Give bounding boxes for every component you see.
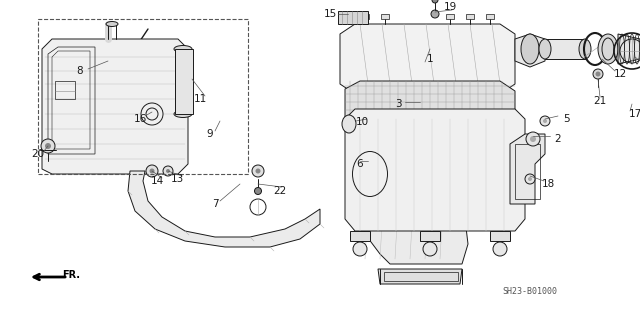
Ellipse shape (101, 69, 129, 79)
Text: 20: 20 (31, 149, 45, 159)
Circle shape (595, 71, 600, 77)
Circle shape (543, 119, 547, 123)
Text: 22: 22 (273, 186, 287, 196)
Bar (55, 81, 75, 99)
Ellipse shape (151, 48, 165, 74)
Text: 8: 8 (77, 66, 83, 76)
Bar (361, 14, 369, 19)
Text: 12: 12 (613, 69, 627, 79)
Text: 9: 9 (207, 129, 213, 139)
Circle shape (431, 10, 439, 18)
Circle shape (593, 69, 603, 79)
Circle shape (493, 242, 507, 256)
Circle shape (423, 242, 437, 256)
Circle shape (141, 103, 163, 125)
Polygon shape (340, 24, 515, 94)
Bar (38, 19, 248, 174)
Text: 7: 7 (212, 199, 218, 209)
Text: 18: 18 (541, 179, 555, 189)
Bar (381, 14, 389, 19)
Polygon shape (42, 39, 188, 174)
Circle shape (45, 143, 51, 149)
Text: 11: 11 (193, 94, 207, 104)
Circle shape (146, 165, 158, 177)
Bar (486, 14, 494, 19)
Ellipse shape (174, 110, 192, 117)
Circle shape (432, 0, 438, 3)
Ellipse shape (579, 39, 591, 59)
Circle shape (150, 168, 154, 174)
Polygon shape (510, 134, 545, 204)
Ellipse shape (598, 34, 618, 64)
Text: SH23-B01000: SH23-B01000 (502, 286, 557, 295)
Circle shape (540, 116, 550, 126)
Circle shape (163, 166, 173, 176)
Text: 15: 15 (323, 9, 337, 19)
Bar (175, 49, 193, 114)
Text: 13: 13 (170, 174, 184, 184)
Text: 2: 2 (555, 134, 561, 144)
Polygon shape (345, 109, 525, 231)
Polygon shape (618, 34, 640, 64)
Circle shape (255, 168, 260, 174)
Polygon shape (490, 231, 510, 241)
Ellipse shape (174, 46, 192, 53)
Ellipse shape (111, 52, 125, 76)
Polygon shape (345, 81, 515, 129)
Text: 17: 17 (628, 109, 640, 119)
Circle shape (528, 177, 532, 181)
Text: 19: 19 (444, 2, 456, 12)
Circle shape (530, 136, 536, 142)
Text: 1: 1 (427, 54, 433, 64)
Polygon shape (350, 231, 370, 241)
Ellipse shape (106, 21, 118, 26)
Ellipse shape (539, 39, 551, 59)
Circle shape (255, 188, 262, 195)
Circle shape (41, 139, 55, 153)
Circle shape (525, 174, 535, 184)
Bar (446, 14, 454, 19)
Text: 5: 5 (563, 114, 570, 124)
Text: 21: 21 (593, 96, 607, 106)
Bar (515, 144, 540, 199)
Polygon shape (378, 269, 462, 284)
Polygon shape (118, 51, 158, 74)
Circle shape (166, 169, 170, 173)
Circle shape (526, 132, 540, 146)
Polygon shape (338, 11, 368, 24)
Text: FR.: FR. (62, 270, 80, 280)
Circle shape (353, 242, 367, 256)
Text: 14: 14 (150, 176, 164, 186)
Text: 6: 6 (356, 159, 364, 169)
Ellipse shape (342, 115, 356, 133)
Polygon shape (545, 39, 585, 59)
Polygon shape (100, 74, 130, 101)
Polygon shape (355, 171, 468, 264)
Bar (466, 14, 474, 19)
Ellipse shape (101, 96, 129, 106)
Ellipse shape (521, 34, 539, 64)
Polygon shape (515, 34, 545, 67)
Polygon shape (420, 231, 440, 241)
Text: 10: 10 (355, 117, 369, 127)
Text: 16: 16 (133, 114, 147, 124)
Polygon shape (128, 171, 320, 247)
Circle shape (252, 165, 264, 177)
Text: 3: 3 (395, 99, 401, 109)
